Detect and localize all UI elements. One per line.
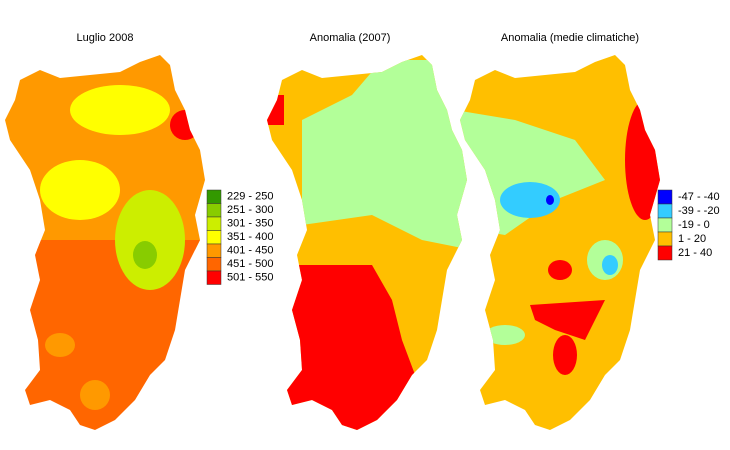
legend-label: 301 - 350: [227, 218, 273, 230]
legend-label: -19 - 0: [678, 219, 710, 231]
map-title: Anomalia (medie climatiche): [501, 32, 639, 44]
legend-swatch: [206, 230, 222, 245]
legend-label: 1 - 20: [678, 233, 706, 245]
legend-swatch: [657, 245, 673, 261]
legend-swatch: [206, 203, 222, 218]
legend-label: 229 - 250: [227, 191, 273, 203]
legend-swatch: [206, 243, 222, 258]
map-panel-1: [5, 55, 205, 430]
map-panel-2: [267, 55, 467, 430]
legend-label: 451 - 500: [227, 258, 273, 270]
legend-label: 351 - 400: [227, 231, 273, 243]
map-panel-3: [460, 55, 660, 430]
map-title: Luglio 2008: [77, 32, 134, 44]
map-title: Anomalia (2007): [310, 32, 391, 44]
legend-swatch: [657, 231, 673, 247]
legend-swatch: [206, 189, 222, 204]
legend-label: 401 - 450: [227, 245, 273, 257]
legend-swatch: [657, 217, 673, 233]
legend-swatch: [206, 270, 222, 285]
legend-label: 21 - 40: [678, 247, 712, 259]
legend-label: 251 - 300: [227, 204, 273, 216]
legend-swatch: [206, 216, 222, 231]
legend-swatch: [657, 203, 673, 219]
legend-label: -47 - -40: [678, 191, 720, 203]
legend-label: -39 - -20: [678, 205, 720, 217]
legend-swatch: [657, 189, 673, 205]
legend-swatch: [206, 257, 222, 272]
legend-label: 501 - 550: [227, 272, 273, 284]
